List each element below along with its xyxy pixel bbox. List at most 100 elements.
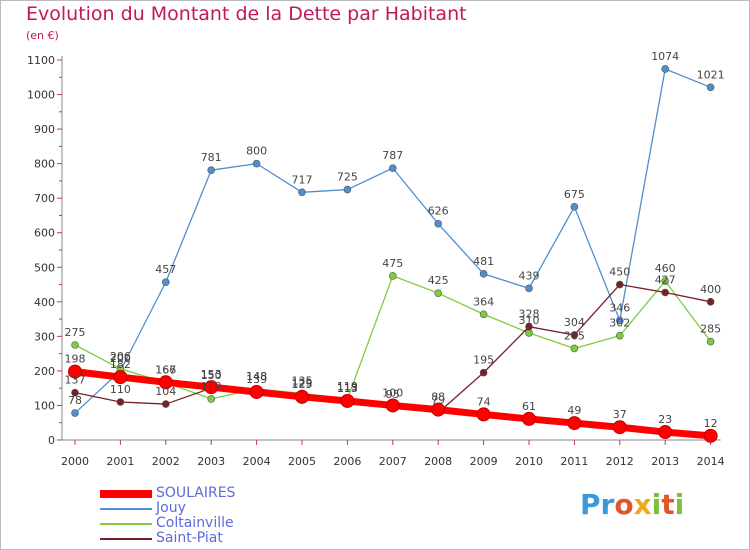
data-label-saint-piat: 137 (65, 374, 86, 387)
data-label-soulaires: 198 (65, 353, 86, 366)
y-tick-label: 900 (34, 123, 55, 136)
data-label-coltainville: 119 (201, 380, 222, 393)
data-point-jouy (388, 164, 397, 172)
data-label-soulaires: 88 (431, 391, 445, 404)
data-point-coltainville (615, 331, 624, 340)
data-label-saint-piat: 129 (292, 376, 313, 389)
y-tick-label: 800 (34, 158, 55, 171)
data-label-saint-piat: 110 (110, 383, 131, 396)
data-label-soulaires: 139 (246, 373, 267, 386)
data-point-coltainville (706, 337, 715, 346)
data-point-jouy (162, 278, 170, 286)
data-point-soulaires (612, 420, 627, 435)
data-point-soulaires (295, 389, 309, 404)
data-label-saint-piat: 150 (201, 369, 222, 382)
data-point-saint-piat (116, 398, 125, 406)
legend-swatch (100, 508, 152, 510)
data-label-soulaires: 113 (337, 382, 358, 395)
data-label-soulaires: 167 (155, 363, 176, 376)
data-point-jouy (71, 409, 79, 417)
y-tick-label: 600 (34, 227, 55, 240)
data-label-jouy: 781 (201, 151, 222, 164)
data-point-coltainville (207, 395, 215, 403)
data-label-saint-piat: 115 (337, 381, 358, 394)
x-tick-label: 2001 (106, 455, 134, 468)
data-label-soulaires: 61 (522, 400, 536, 413)
x-tick-label: 2000 (61, 455, 89, 468)
data-point-soulaires (522, 411, 536, 426)
data-point-saint-piat (71, 388, 79, 397)
data-label-jouy: 675 (564, 188, 585, 201)
x-tick-label: 2011 (560, 455, 588, 468)
data-point-coltainville (479, 310, 488, 319)
data-label-coltainville: 425 (428, 274, 449, 287)
data-label-coltainville: 364 (473, 295, 494, 308)
data-point-jouy (706, 83, 715, 92)
x-tick-label: 2007 (379, 455, 407, 468)
x-tick-label: 2012 (606, 455, 634, 468)
data-label-saint-piat: 104 (155, 385, 176, 398)
x-tick-label: 2006 (333, 455, 361, 468)
data-point-jouy (479, 270, 488, 278)
data-point-jouy (525, 284, 533, 293)
data-label-soulaires: 37 (613, 408, 627, 421)
legend-swatch (100, 538, 152, 540)
data-label-coltainville: 265 (564, 329, 585, 342)
data-point-saint-piat (479, 368, 488, 377)
data-point-coltainville (71, 341, 79, 349)
data-point-soulaires (385, 398, 400, 413)
data-label-coltainville: 310 (519, 314, 540, 327)
data-point-saint-piat (706, 298, 715, 306)
x-tick-label: 2014 (697, 455, 725, 468)
data-point-saint-piat (570, 331, 579, 339)
data-point-soulaires (158, 375, 173, 390)
data-label-jouy: 717 (292, 173, 313, 186)
data-point-soulaires (658, 425, 673, 440)
data-label-jouy: 78 (68, 394, 82, 407)
x-tick-label: 2005 (288, 455, 316, 468)
y-tick-label: 100 (34, 399, 55, 412)
legend-label: SOULAIRES (156, 485, 236, 501)
data-point-coltainville (388, 272, 397, 280)
data-point-soulaires (340, 393, 355, 408)
data-point-jouy (298, 188, 306, 197)
data-point-coltainville (434, 289, 443, 297)
data-label-jouy: 439 (519, 269, 540, 282)
legend-label: Saint-Piat (156, 530, 223, 546)
data-point-jouy (661, 65, 670, 73)
data-point-coltainville (570, 344, 579, 353)
x-tick-label: 2013 (651, 455, 679, 468)
data-point-soulaires (703, 428, 718, 443)
data-label-coltainville: 166 (155, 364, 176, 377)
y-tick-label: 0 (48, 434, 55, 447)
y-tick-label: 1100 (27, 54, 55, 67)
data-label-soulaires: 153 (201, 368, 222, 381)
data-label-soulaires: 49 (567, 404, 581, 417)
x-tick-label: 2009 (470, 455, 498, 468)
data-point-coltainville (661, 277, 670, 285)
data-point-saint-piat (162, 400, 170, 408)
x-tick-label: 2008 (424, 455, 452, 468)
data-label-saint-piat: 79 (431, 394, 445, 407)
data-label-jouy: 787 (382, 149, 403, 162)
data-label-saint-piat: 195 (473, 354, 494, 367)
chart-unit-label: (en €) (26, 29, 59, 42)
data-point-soulaires (68, 364, 82, 379)
data-label-coltainville: 475 (382, 257, 403, 270)
y-tick-label: 500 (34, 261, 55, 274)
x-tick-label: 2004 (243, 455, 271, 468)
data-label-jouy: 346 (609, 301, 630, 314)
series-line-jouy (74, 68, 712, 414)
y-tick-label: 1000 (27, 89, 55, 102)
data-label-coltainville: 148 (246, 370, 267, 383)
axes: 0 100 200 300 400 500 600 700 800 900 1000 1100 2000… (27, 54, 725, 468)
data-point-soulaires (249, 384, 264, 399)
x-tick-label: 2010 (515, 455, 543, 468)
data-label-saint-piat: 427 (655, 273, 676, 286)
data-label-jouy: 1021 (697, 68, 725, 81)
data-label-jouy: 457 (155, 263, 176, 276)
data-point-jouy (252, 159, 261, 168)
data-label-saint-piat: 95 (386, 388, 400, 401)
data-label-jouy: 481 (473, 255, 494, 268)
